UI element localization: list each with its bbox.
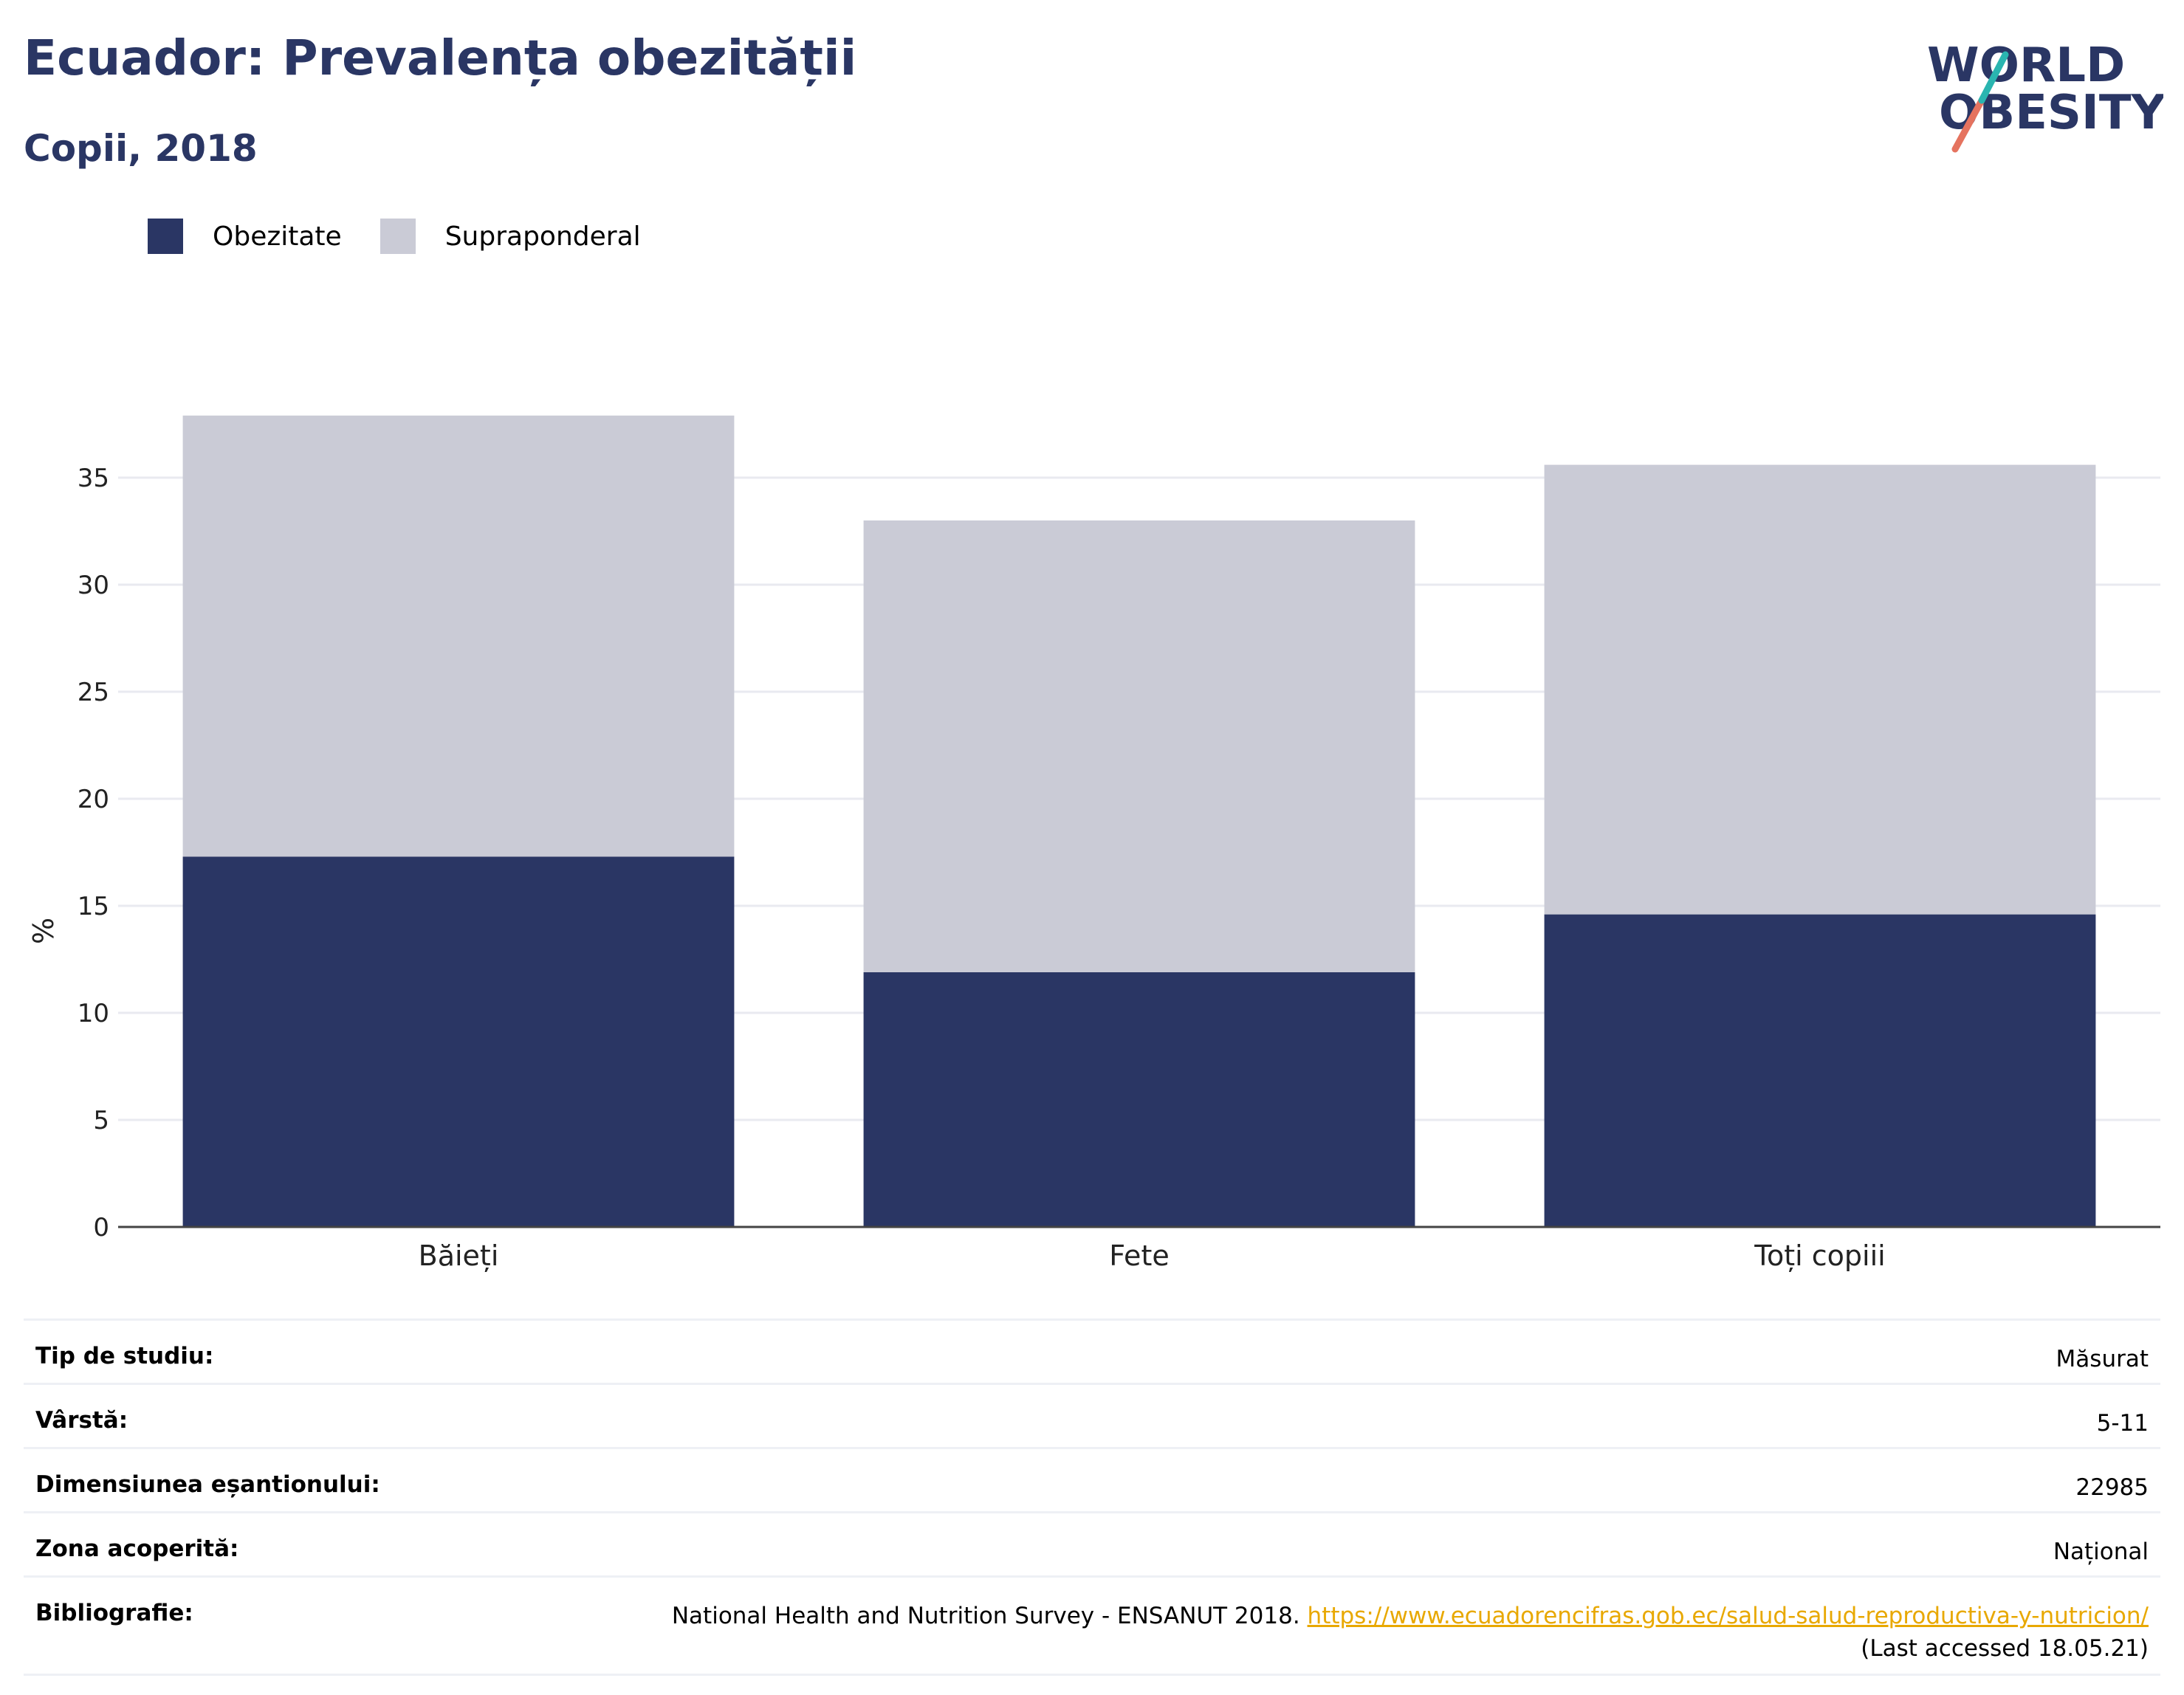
bibliography-link[interactable]: https://www.ecuadorencifras.gob.ec/salud…	[1307, 1603, 2149, 1629]
info-row-bibliography: Bibliografie: National Health and Nutrit…	[24, 1575, 2160, 1676]
info-row-age: Vârstă: 5-11	[24, 1383, 2160, 1447]
bibliography-value: National Health and Nutrition Survey - E…	[672, 1600, 2149, 1665]
legend-item-supraponderal[interactable]: Supraponderal	[380, 219, 641, 254]
chart-subtitle: Copii, 2018	[24, 127, 258, 170]
logo-line1: WORLD	[1927, 38, 2125, 93]
bibliography-accessed: (Last accessed 18.05.21)	[1861, 1635, 2149, 1662]
stacked-bar-chart: 0 5 10 15 20 25 30 35% Băieți Fete Toți copiii	[27, 415, 2160, 1272]
sample-size-value: 22985	[2075, 1474, 2149, 1501]
info-row-area: Zona acoperită: Național	[24, 1511, 2160, 1575]
y-tick-label: 10	[78, 999, 109, 1028]
bar-obezitate-2	[1544, 914, 2096, 1227]
study-type-label: Tip de studiu:	[35, 1343, 214, 1369]
legend-swatch-supraponderal	[380, 219, 416, 254]
bar-supraponderal-0	[182, 415, 735, 857]
bar-supraponderal-1	[863, 520, 1415, 972]
chart-title: Ecuador: Prevalența obezității	[24, 30, 857, 86]
bar-obezitate-1	[863, 972, 1415, 1227]
bibliography-label: Bibliografie:	[35, 1600, 193, 1626]
y-tick-label: 15	[78, 892, 109, 921]
info-row-sample-size: Dimensiunea eșantionului: 22985	[24, 1447, 2160, 1511]
area-value: Național	[2053, 1538, 2149, 1565]
y-tick-label: 0	[93, 1213, 109, 1242]
y-tick-label: 35	[78, 464, 109, 493]
x-tick-label: Băieți	[419, 1240, 499, 1272]
y-tick-label: 30	[78, 571, 109, 600]
legend-label-obezitate: Obezitate	[213, 221, 342, 252]
x-tick-label: Toți copiii	[1754, 1240, 1885, 1272]
bibliography-text: National Health and Nutrition Survey - E…	[671, 1603, 1300, 1629]
chart-legend: Obezitate Supraponderal	[148, 219, 679, 254]
age-value: 5-11	[2096, 1410, 2149, 1437]
age-label: Vârstă:	[35, 1407, 128, 1434]
x-tick-label: Fete	[1109, 1240, 1169, 1272]
study-info-table: Tip de studiu: Măsurat Vârstă: 5-11 Dime…	[24, 1318, 2160, 1676]
info-row-study-type: Tip de studiu: Măsurat	[24, 1318, 2160, 1383]
y-axis-label: %	[27, 918, 60, 944]
bar-supraponderal-2	[1544, 464, 2096, 915]
legend-item-obezitate[interactable]: Obezitate	[148, 219, 342, 254]
area-label: Zona acoperită:	[35, 1536, 239, 1562]
study-type-value: Măsurat	[2056, 1346, 2149, 1372]
y-tick-label: 5	[93, 1106, 109, 1135]
legend-swatch-obezitate	[148, 219, 183, 254]
sample-size-label: Dimensiunea eșantionului:	[35, 1471, 380, 1498]
legend-label-supraponderal: Supraponderal	[444, 221, 641, 252]
y-tick-label: 25	[78, 678, 109, 707]
y-tick-label: 20	[78, 785, 109, 814]
world-obesity-logo: WORLD OBESITY	[1920, 30, 2166, 155]
bar-obezitate-0	[182, 856, 735, 1227]
